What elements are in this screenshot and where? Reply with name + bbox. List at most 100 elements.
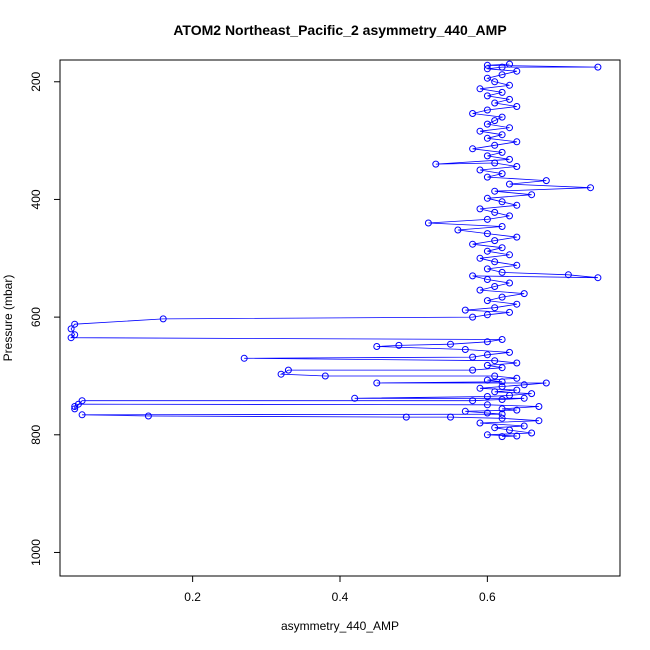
- data-point: [506, 81, 513, 89]
- data-point: [513, 138, 521, 146]
- data-point: [483, 276, 491, 283]
- data-point: [476, 286, 484, 294]
- data-point: [520, 290, 528, 298]
- data-point: [491, 424, 499, 432]
- data-point: [498, 148, 506, 156]
- data-point: [483, 215, 491, 223]
- y-axis: 200 400 600 800 1000: [29, 71, 61, 566]
- data-point: [483, 376, 491, 384]
- data-point: [159, 315, 167, 323]
- data-point: [520, 422, 528, 430]
- data-point: [483, 431, 491, 439]
- data-point: [476, 205, 484, 213]
- data-point: [284, 366, 292, 374]
- data-point: [469, 272, 477, 280]
- data-point: [461, 306, 469, 314]
- data-point: [454, 226, 462, 234]
- data-point: [373, 379, 381, 387]
- data-point: [402, 413, 410, 421]
- data-point: [321, 372, 329, 380]
- data-point: [535, 417, 543, 425]
- data-point: [498, 293, 506, 301]
- data-point: [513, 374, 521, 382]
- data-point: [491, 304, 499, 312]
- data-point: [513, 359, 521, 367]
- data-point: [498, 410, 506, 418]
- y-tick-label: 1000: [29, 539, 43, 566]
- data-point: [513, 300, 521, 308]
- data-point: [513, 233, 521, 241]
- x-tick-label: 0.4: [332, 590, 349, 604]
- data-point: [542, 177, 550, 185]
- data-point: [498, 405, 506, 413]
- y-tick-label: 400: [29, 189, 43, 209]
- x-axis: 0.2 0.4 0.6: [184, 575, 496, 604]
- data-point: [469, 397, 477, 405]
- data-point: [498, 113, 506, 121]
- data-point: [476, 85, 484, 93]
- data-point: [483, 74, 491, 82]
- data-point: [483, 338, 491, 346]
- data-point: [498, 63, 506, 71]
- data-point: [520, 381, 528, 389]
- data-point: [513, 432, 521, 440]
- data-point: [491, 237, 499, 245]
- data-point: [491, 283, 499, 290]
- data-point: [351, 394, 359, 402]
- data-point: [513, 103, 521, 110]
- data-point: [469, 313, 477, 321]
- data-point: [506, 308, 513, 316]
- data-point: [483, 92, 491, 100]
- data-point: [491, 388, 499, 396]
- data-point: [469, 366, 477, 374]
- data-point: [78, 397, 86, 405]
- chart-title: ATOM2 Northeast_Pacific_2 asymmetry_440_…: [173, 22, 506, 38]
- data-point: [483, 401, 491, 409]
- data-point: [476, 384, 484, 392]
- data-point: [483, 194, 491, 202]
- data-point: [373, 343, 381, 350]
- data-point: [513, 67, 521, 75]
- data-point: [483, 65, 491, 73]
- data-point: [432, 160, 440, 168]
- data-point: [483, 152, 491, 160]
- data-point: [483, 393, 491, 400]
- data-point: [498, 131, 506, 139]
- data-point: [513, 261, 521, 269]
- data-point: [506, 95, 513, 103]
- data-point: [483, 297, 491, 305]
- data-point: [74, 400, 82, 408]
- x-tick-label: 0.2: [184, 590, 201, 604]
- data-point: [498, 170, 506, 178]
- data-point: [506, 279, 513, 287]
- data-point: [277, 370, 285, 378]
- data-point: [469, 110, 477, 117]
- data-point: [447, 413, 454, 421]
- data-point: [506, 251, 513, 259]
- data-point: [483, 134, 491, 142]
- data-point: [461, 346, 469, 353]
- data-point: [506, 155, 513, 163]
- data-point: [476, 166, 484, 174]
- data-point: [594, 274, 602, 282]
- data-point: [395, 341, 403, 349]
- data-point: [461, 407, 469, 415]
- data-point: [506, 212, 513, 220]
- data-point: [469, 353, 477, 361]
- data-point: [476, 254, 484, 262]
- data-point: [447, 340, 454, 348]
- data-point: [498, 71, 506, 79]
- data-point: [506, 426, 513, 434]
- data-point: [67, 325, 75, 333]
- data-point: [491, 372, 499, 380]
- data-point: [506, 391, 513, 399]
- data-point: [491, 357, 499, 365]
- data-point: [483, 230, 491, 238]
- data-point: [78, 411, 86, 419]
- data-point: [498, 268, 506, 276]
- data-point: [498, 378, 506, 386]
- data-point: [483, 361, 491, 369]
- data-point: [528, 390, 536, 398]
- data-point: [483, 409, 491, 417]
- data-point: [491, 141, 499, 149]
